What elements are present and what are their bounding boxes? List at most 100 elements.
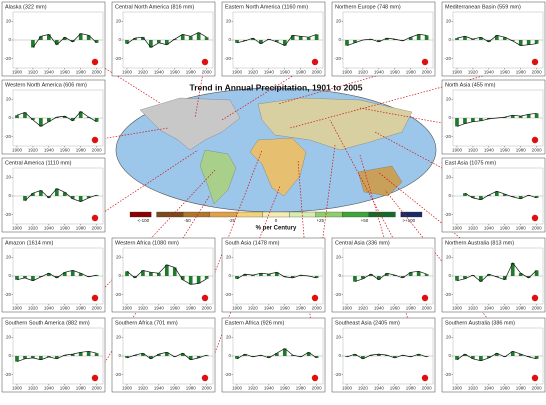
bar (78, 33, 83, 40)
bar (31, 40, 35, 48)
y-tick-label: -20 (444, 212, 451, 217)
bar (274, 353, 279, 356)
x-tick-label: 1900 (452, 148, 463, 153)
bar (31, 193, 35, 196)
location-dot (91, 214, 99, 222)
x-tick-label: 2000 (422, 386, 433, 391)
bar (494, 353, 499, 356)
location-dot (421, 58, 429, 66)
bar (424, 274, 429, 276)
panel-title: Mediterranean Basin (559 mm) (445, 4, 521, 10)
bar (15, 115, 19, 118)
bar (125, 271, 129, 276)
bar (510, 351, 515, 356)
panel: East Asia (1075 mm) -20 0 20 1900 1920 1940 196… (441, 157, 546, 233)
bar (353, 354, 357, 356)
y-tick-label: 20 (336, 335, 342, 340)
bar (15, 276, 19, 280)
y-tick-label: -20 (444, 56, 451, 61)
bar (298, 275, 303, 276)
x-tick-label: 1900 (232, 386, 243, 391)
bar (502, 276, 507, 280)
bar (384, 355, 389, 356)
x-tick-label: 1960 (500, 148, 511, 153)
bar (94, 40, 99, 43)
colorbar-swatch (156, 211, 184, 218)
panel: Western Africa (1080 mm) -20 0 20 1900 1920 19… (111, 237, 216, 313)
x-tick-label: 1980 (516, 306, 527, 311)
bar (471, 39, 475, 40)
bar (46, 273, 51, 276)
x-tick-label: 1960 (280, 386, 291, 391)
bar (502, 37, 507, 40)
smoothed-line (16, 270, 97, 282)
bar (298, 36, 303, 40)
y-tick-label: 0 (338, 273, 341, 278)
x-tick-label: 1900 (232, 70, 243, 75)
panel-title: Central North America (816 mm) (115, 4, 194, 10)
bar (526, 114, 531, 118)
x-tick-label: 1940 (44, 386, 55, 391)
location-dot (91, 294, 99, 302)
x-tick-label: 1980 (516, 386, 527, 391)
location-dot (91, 136, 99, 144)
x-tick-label: 2000 (532, 306, 543, 311)
x-tick-label: 1940 (374, 386, 385, 391)
bar (455, 118, 459, 127)
bar (534, 196, 539, 198)
x-tick-label: 1960 (170, 306, 181, 311)
panel-title: Western North America (606 mm) (5, 82, 87, 88)
location-dot (201, 294, 209, 302)
location-dot (531, 294, 539, 302)
bar (15, 356, 19, 362)
eurasia (257, 97, 413, 151)
x-tick-label: 1920 (358, 306, 369, 311)
bar (94, 275, 99, 276)
bar (156, 40, 161, 43)
bar (39, 356, 43, 360)
bar (376, 40, 381, 42)
bar (455, 38, 459, 40)
bar (180, 353, 185, 356)
bar (180, 276, 185, 280)
bar (39, 36, 43, 40)
bar (54, 356, 59, 359)
bar (86, 117, 91, 118)
location-dot (531, 136, 539, 144)
bar (164, 352, 169, 356)
smoothed-line (126, 351, 207, 361)
bar (86, 35, 91, 40)
bar (369, 355, 373, 356)
bar (384, 273, 389, 276)
panel: Amazon (1614 mm) -20 0 20 1900 1920 1940 1960 19… (1, 237, 106, 313)
panel: Southern Africa (701 mm) -20 0 20 1900 1920 19… (111, 317, 216, 393)
x-tick-label: 2000 (422, 70, 433, 75)
y-tick-label: 20 (6, 175, 12, 180)
x-tick-label: 2000 (92, 148, 103, 153)
bar (46, 34, 51, 40)
y-tick-label: 0 (8, 193, 11, 198)
y-tick-label: 20 (446, 255, 452, 260)
panel: Southern Australia (386 mm) -20 0 20 1900 192… (441, 317, 546, 393)
bar (463, 193, 467, 196)
bar (78, 111, 83, 118)
y-tick-label: 0 (448, 193, 451, 198)
bar (46, 118, 51, 122)
bar (54, 188, 59, 196)
y-tick-label: 0 (118, 353, 121, 358)
bar (259, 273, 263, 276)
bar (274, 40, 279, 42)
x-tick-label: 1940 (484, 70, 495, 75)
panel: Northern Australia (813 mm) -20 0 20 1900 192… (441, 237, 546, 313)
bar (46, 356, 51, 357)
x-tick-label: 1920 (248, 70, 259, 75)
x-tick-label: 1980 (516, 148, 527, 153)
x-tick-label: 1900 (342, 306, 353, 311)
panel: Alaska (322 mm) -20 0 20 1900 1920 1940 1960 198… (1, 1, 106, 77)
panel-title: Central Asia (336 mm) (335, 240, 390, 246)
location-dot (311, 58, 319, 66)
y-tick-label: -20 (224, 372, 231, 377)
panel: Eastern North America (1160 mm) -20 0 20 190… (221, 1, 326, 77)
connector (94, 61, 161, 104)
